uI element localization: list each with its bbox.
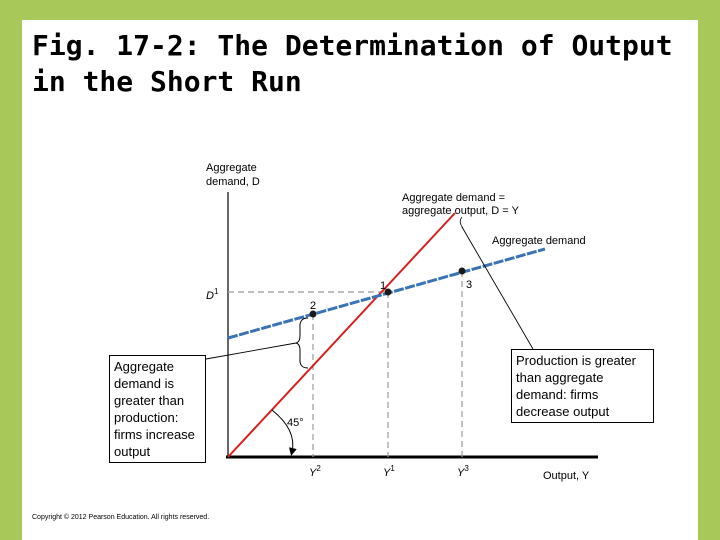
point-1-label: 1 xyxy=(380,280,386,292)
gap-brace xyxy=(295,317,309,369)
ad-line-label: Aggregate demand xyxy=(492,235,586,247)
point-2 xyxy=(309,310,317,318)
left-accent-bar xyxy=(0,0,22,540)
title-line-2: in the Short Run xyxy=(32,65,302,98)
point-3 xyxy=(458,267,466,275)
point-3-label: 3 xyxy=(466,279,472,291)
left-callout: Aggregate demand is greater than product… xyxy=(109,355,206,463)
y-axis-label-line-1: Aggregate xyxy=(206,162,257,174)
corner-notch xyxy=(650,487,698,540)
title-line-1: Fig. 17-2: The Determination of Output xyxy=(32,29,673,62)
copyright-notice: Copyright © 2012 Pearson Education. All … xyxy=(32,514,210,521)
line-45-degree xyxy=(227,212,456,458)
line-45-label-line-2: aggregate output, D = Y xyxy=(402,205,520,217)
point-2-label: 2 xyxy=(310,300,316,312)
point-1 xyxy=(384,288,392,296)
line-45-label-bracket xyxy=(459,216,464,229)
x-axis-label: Output, Y xyxy=(543,470,590,482)
right-callout-pointer xyxy=(461,226,534,350)
right-accent-bar xyxy=(698,0,720,540)
tick-y1: Y1 xyxy=(383,464,395,479)
left-callout-pointer xyxy=(205,342,297,360)
angle-arc xyxy=(271,409,297,456)
tick-y3: Y3 xyxy=(457,464,469,479)
tick-y2: Y2 xyxy=(309,464,321,479)
line-45-label-line-1: Aggregate demand = xyxy=(402,192,505,204)
slide-title: Fig. 17-2: The Determination of Output i… xyxy=(32,28,692,100)
angle-label: 45° xyxy=(287,417,304,429)
y-axis-label-line-2: demand, D xyxy=(206,176,260,188)
top-accent-bar xyxy=(0,0,720,20)
right-callout: Production is greater than aggregate dem… xyxy=(511,349,654,423)
d1-label: D1 xyxy=(206,287,219,302)
